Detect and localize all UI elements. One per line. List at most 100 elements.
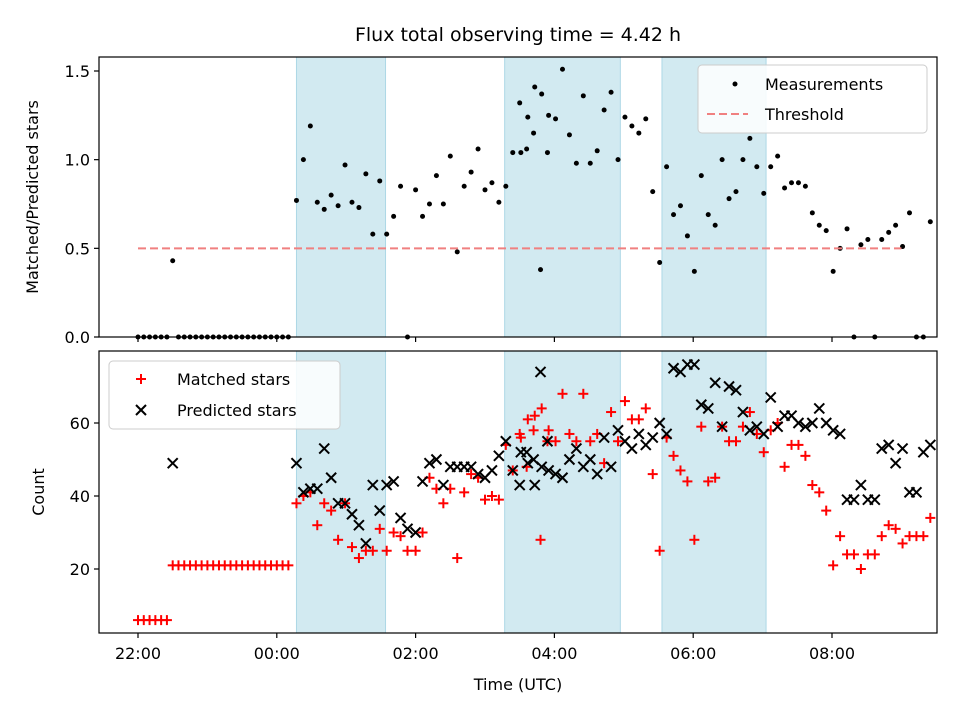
matched-star-marker	[388, 527, 399, 538]
matched-star-marker	[319, 498, 330, 509]
measurement-point	[391, 213, 397, 219]
marker-stroke	[430, 453, 443, 466]
predicted-star-marker	[507, 464, 519, 477]
matched-star-marker	[395, 531, 406, 542]
marker-stroke	[876, 442, 888, 455]
bottom-panel: 20 40 60 22:00 00:00 02:00 04:00 06:00 08:00 Matc…	[70, 350, 938, 663]
predicted-star-marker	[166, 457, 179, 469]
marker-stroke	[799, 420, 812, 433]
matched-star-marker	[312, 520, 323, 531]
predicted-star-marker	[626, 442, 638, 455]
measurement-point	[475, 146, 481, 152]
measurement-point	[705, 212, 711, 218]
marker-stroke	[394, 512, 407, 524]
measurement-point	[370, 231, 376, 237]
measurement-point	[510, 150, 516, 156]
x-tick-label: 08:00	[809, 644, 855, 663]
predicted-star-marker	[660, 428, 673, 440]
matched-star-marker	[640, 403, 651, 414]
measurement-point	[691, 268, 697, 274]
matched-star-marker	[869, 549, 880, 560]
measurement-point	[328, 192, 334, 198]
measurement-point	[363, 171, 369, 177]
predicted-star-marker	[758, 428, 770, 440]
marker-stroke	[882, 439, 895, 451]
matched-star-marker	[466, 469, 477, 480]
predicted-star-marker	[493, 450, 505, 462]
measurement-point	[496, 199, 502, 205]
predicted-star-marker	[409, 526, 422, 539]
marker-stroke	[716, 420, 728, 433]
predicted-star-marker	[848, 493, 860, 506]
matched-star-marker	[855, 564, 866, 574]
matched-star-marker	[744, 407, 755, 418]
marker-stroke	[633, 428, 645, 440]
predicted-star-marker	[401, 523, 414, 535]
matched-star-marker	[578, 388, 589, 399]
marker-stroke	[367, 479, 379, 491]
matched-star-marker	[710, 472, 721, 483]
measurement-point	[712, 222, 718, 228]
measurement-point	[809, 210, 815, 216]
matched-star-marker	[793, 439, 804, 450]
measurement-point	[433, 173, 439, 179]
matched-star-marker	[452, 553, 463, 564]
measurement-point	[538, 267, 544, 273]
matched-star-marker	[535, 534, 546, 545]
marker-stroke	[834, 428, 846, 440]
marker-stroke	[792, 417, 805, 429]
marker-stroke	[290, 457, 303, 469]
predicted-star-marker	[486, 464, 498, 477]
matched-star-marker	[779, 461, 790, 472]
matched-star-marker	[918, 531, 929, 542]
marker-stroke	[709, 377, 721, 389]
predicted-star-marker	[764, 391, 777, 404]
measurement-point	[768, 164, 774, 170]
marker-stroke	[910, 486, 923, 499]
measurement-point	[454, 249, 460, 255]
matched-star-marker	[925, 512, 936, 523]
measurement-point	[377, 178, 383, 184]
measurement-point	[754, 164, 760, 170]
matched-star-marker	[668, 450, 679, 461]
predicted-star-marker	[924, 439, 937, 451]
matched-star-marker	[821, 505, 832, 516]
shaded-interval	[295, 56, 387, 338]
marker-stroke	[353, 519, 365, 531]
marker-stroke	[423, 457, 436, 469]
predicted-star-marker	[290, 457, 303, 469]
predicted-star-marker	[876, 442, 888, 455]
measurement-point	[532, 84, 538, 90]
marker-stroke	[730, 384, 742, 396]
predicted-star-marker	[744, 424, 756, 437]
measurement-point	[795, 180, 801, 186]
predicted-star-marker	[534, 366, 547, 378]
bottom-y-axis-label: Count	[29, 468, 48, 516]
marker-stroke	[529, 479, 541, 491]
measurement-point	[844, 226, 850, 232]
measurement-point	[482, 187, 488, 193]
measurement-point	[677, 203, 683, 209]
marker-stroke	[534, 366, 547, 378]
legend-predicted-label: Predicted stars	[177, 401, 297, 420]
legend-top: Measurements Threshold	[697, 64, 928, 134]
marker-stroke	[889, 457, 902, 469]
measurement-point	[440, 201, 446, 207]
matched-star-marker	[480, 494, 490, 505]
marker-stroke	[311, 482, 323, 495]
matched-star-marker	[606, 407, 617, 418]
matched-star-marker	[346, 542, 357, 553]
legend-matched-label: Matched stars	[177, 370, 290, 389]
matched-star-marker	[800, 450, 811, 461]
measurement-point	[384, 231, 390, 237]
predicted-star-marker	[374, 504, 386, 517]
top-y-axis-label: Matched/Predicted stars	[23, 100, 42, 294]
measurement-point	[622, 114, 628, 120]
marker-stroke	[318, 442, 330, 455]
marker-stroke	[626, 442, 638, 455]
predicted-star-marker	[869, 493, 881, 506]
predicted-star-marker	[688, 358, 701, 371]
marker-stroke	[493, 450, 505, 462]
matched-star-marker	[486, 491, 497, 501]
